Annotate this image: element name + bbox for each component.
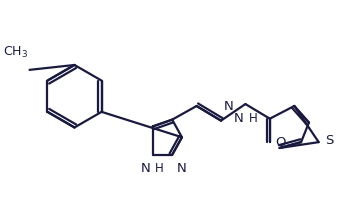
Text: O: O <box>276 136 286 149</box>
Text: N: N <box>177 162 187 175</box>
Text: CH$_3$: CH$_3$ <box>3 45 28 60</box>
Text: H: H <box>249 112 258 125</box>
Text: N: N <box>234 112 244 125</box>
Text: N: N <box>224 100 234 113</box>
Text: S: S <box>325 134 334 147</box>
Text: N: N <box>141 162 151 175</box>
Text: H: H <box>155 162 163 175</box>
